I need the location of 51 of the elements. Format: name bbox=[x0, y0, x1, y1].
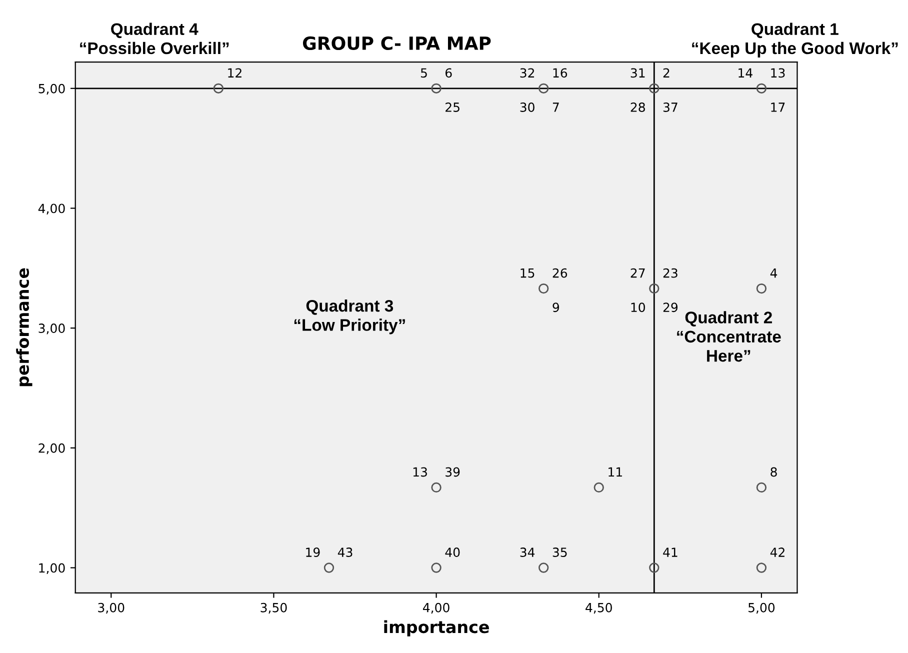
annotation: 13 bbox=[413, 467, 427, 477]
annotation: 15 bbox=[520, 268, 534, 278]
annotation: 31 bbox=[630, 68, 645, 78]
text: Quadrant 4 “Possible Overkill” bbox=[80, 22, 229, 54]
x-axis-title: importance bbox=[384, 620, 489, 636]
annotation: Quadrant 3 “Low Priority” bbox=[294, 300, 405, 334]
annotation: 2 bbox=[663, 68, 670, 78]
annotation: 7 bbox=[552, 102, 559, 112]
annotation: 4 bbox=[770, 268, 778, 278]
annotation: 28 bbox=[630, 102, 645, 112]
annotation: 19 bbox=[306, 548, 320, 557]
annotation: 42 bbox=[770, 548, 784, 557]
annotation: 29 bbox=[663, 302, 678, 312]
annotation: 14 bbox=[738, 68, 752, 78]
annotation: 32 bbox=[520, 68, 534, 78]
annotation: 26 bbox=[552, 268, 568, 278]
annotation: 11 bbox=[608, 467, 622, 477]
annotation: 37 bbox=[663, 102, 678, 112]
annotation: 23 bbox=[663, 268, 678, 278]
x-tick-label: 4,00 bbox=[422, 602, 450, 614]
annotation: 25 bbox=[446, 102, 460, 112]
annotation: 40 bbox=[445, 548, 460, 557]
x-tick-label: 3,00 bbox=[98, 602, 124, 614]
annotation: 34 bbox=[520, 548, 535, 557]
y-tick-label: 5,00 bbox=[38, 84, 65, 95]
annotation: 6 bbox=[446, 68, 452, 78]
annotation: 27 bbox=[630, 268, 645, 278]
annotation: 5 bbox=[420, 68, 427, 78]
annotation: 43 bbox=[338, 548, 352, 557]
annotation: 12 bbox=[228, 68, 242, 78]
text: Quadrant 1 “Keep Up the Good Work” bbox=[692, 22, 898, 58]
annotation: 10 bbox=[631, 302, 645, 312]
y-axis-title: performance bbox=[16, 268, 32, 386]
annotation: 35 bbox=[552, 548, 567, 557]
annotation: 30 bbox=[520, 102, 534, 112]
annotation: 41 bbox=[663, 548, 678, 557]
annotation: 16 bbox=[553, 68, 568, 78]
annotation: 13 bbox=[771, 68, 785, 78]
annotation: 17 bbox=[771, 102, 785, 112]
annotation: Quadrant 2 “Concentrate Here” bbox=[677, 311, 781, 362]
y-tick-label: 3,00 bbox=[38, 324, 65, 334]
x-tick-label: 3,50 bbox=[260, 602, 287, 614]
chart-title: GROUP C- IPA MAP bbox=[302, 36, 491, 50]
annotation: 9 bbox=[552, 302, 560, 312]
annotation: 39 bbox=[446, 467, 460, 477]
y-tick-label: 1,00 bbox=[39, 563, 65, 574]
annotation: 8 bbox=[770, 467, 777, 477]
y-tick-label: 2,00 bbox=[38, 443, 65, 454]
y-tick-label: 4,00 bbox=[38, 204, 65, 214]
x-tick-label: 5,00 bbox=[748, 602, 775, 614]
x-tick-label: 4,50 bbox=[586, 602, 612, 614]
